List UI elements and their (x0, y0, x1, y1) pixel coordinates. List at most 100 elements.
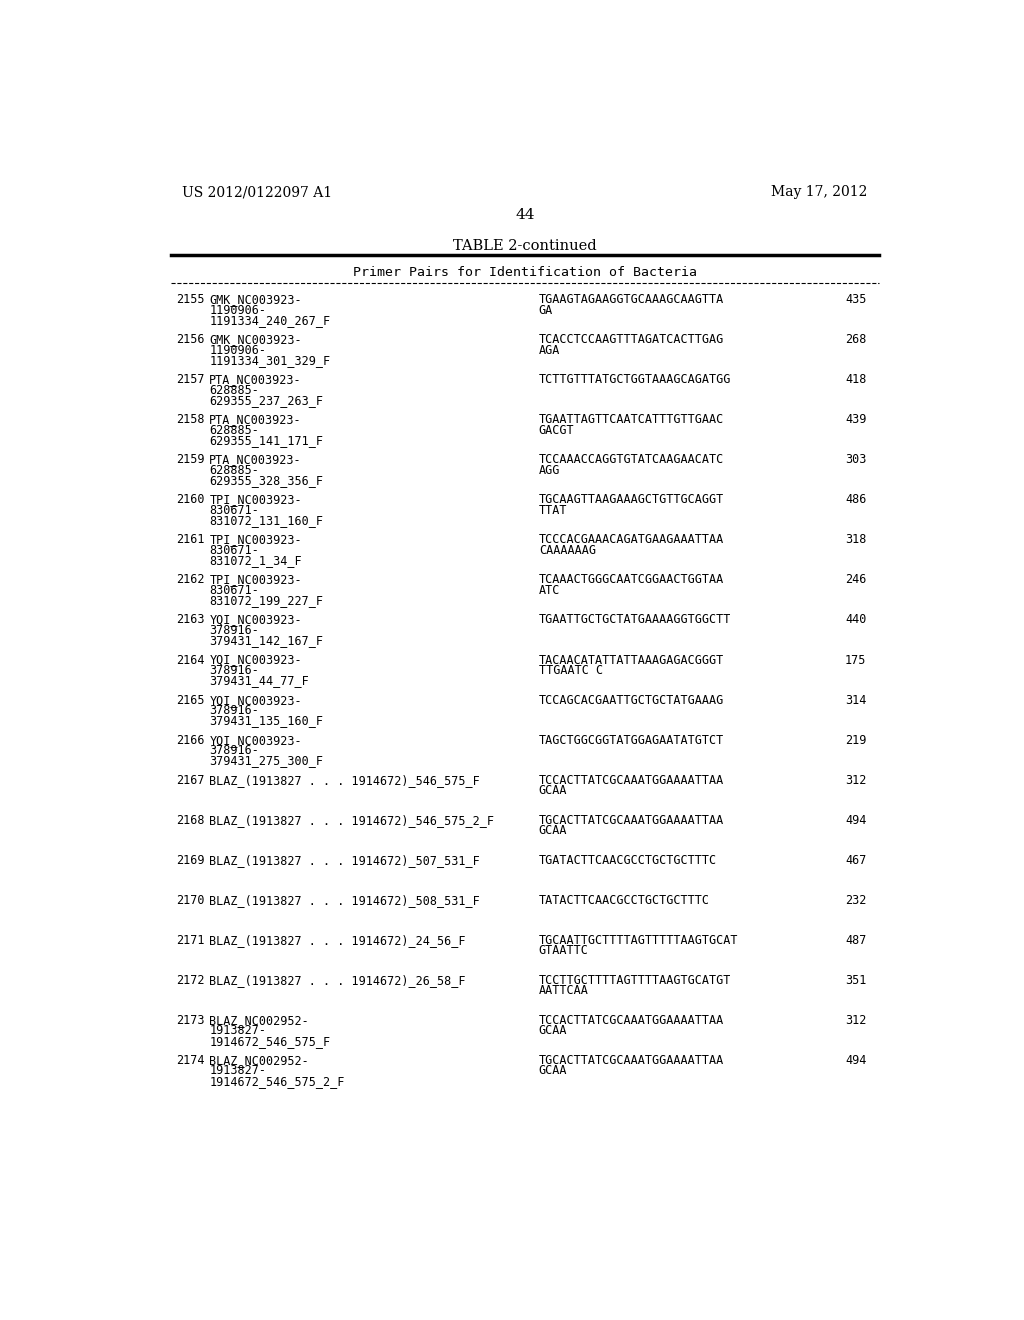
Text: 1191334_301_329_F: 1191334_301_329_F (209, 354, 331, 367)
Text: TCCACTTATCGCAAATGGAAAATTAA: TCCACTTATCGCAAATGGAAAATTAA (539, 774, 724, 787)
Text: 831072_1_34_F: 831072_1_34_F (209, 554, 302, 568)
Text: 2163: 2163 (176, 614, 205, 627)
Text: BLAZ_NC002952-: BLAZ_NC002952- (209, 1053, 309, 1067)
Text: 2164: 2164 (176, 653, 205, 667)
Text: TCCAGCACGAATTGCTGCTATGAAAG: TCCAGCACGAATTGCTGCTATGAAAG (539, 693, 724, 706)
Text: TACAACATATTATTAAAGAGACGGGT: TACAACATATTATTAAAGAGACGGGT (539, 653, 724, 667)
Text: PTA_NC003923-: PTA_NC003923- (209, 413, 302, 426)
Text: 1190906-: 1190906- (209, 343, 266, 356)
Text: BLAZ_(1913827 . . . 1914672)_508_531_F: BLAZ_(1913827 . . . 1914672)_508_531_F (209, 894, 480, 907)
Text: 378916-: 378916- (209, 624, 259, 636)
Text: 486: 486 (845, 494, 866, 507)
Text: TGAAGTAGAAGGTGCAAAGCAAGTTA: TGAAGTAGAAGGTGCAAAGCAAGTTA (539, 293, 724, 306)
Text: YQI_NC003923-: YQI_NC003923- (209, 614, 302, 627)
Text: 830671-: 830671- (209, 583, 259, 597)
Text: BLAZ_(1913827 . . . 1914672)_546_575_F: BLAZ_(1913827 . . . 1914672)_546_575_F (209, 774, 480, 787)
Text: 314: 314 (845, 693, 866, 706)
Text: GCAA: GCAA (539, 1064, 567, 1077)
Text: 2166: 2166 (176, 734, 205, 747)
Text: YQI_NC003923-: YQI_NC003923- (209, 653, 302, 667)
Text: GA: GA (539, 304, 553, 317)
Text: TATACTTCAACGCCTGCTGCTTTC: TATACTTCAACGCCTGCTGCTTTC (539, 894, 710, 907)
Text: May 17, 2012: May 17, 2012 (771, 185, 867, 199)
Text: BLAZ_(1913827 . . . 1914672)_507_531_F: BLAZ_(1913827 . . . 1914672)_507_531_F (209, 854, 480, 867)
Text: GMK_NC003923-: GMK_NC003923- (209, 293, 302, 306)
Text: 219: 219 (845, 734, 866, 747)
Text: 467: 467 (845, 854, 866, 867)
Text: 378916-: 378916- (209, 744, 259, 756)
Text: 487: 487 (845, 933, 866, 946)
Text: TGATACTTCAACGCCTGCTGCTTTC: TGATACTTCAACGCCTGCTGCTTTC (539, 854, 717, 867)
Text: 494: 494 (845, 813, 866, 826)
Text: 830671-: 830671- (209, 504, 259, 516)
Text: TGCACTTATCGCAAATGGAAAATTAA: TGCACTTATCGCAAATGGAAAATTAA (539, 813, 724, 826)
Text: 1914672_546_575_F: 1914672_546_575_F (209, 1035, 331, 1048)
Text: 831072_199_227_F: 831072_199_227_F (209, 594, 324, 607)
Text: 2168: 2168 (176, 813, 205, 826)
Text: BLAZ_(1913827 . . . 1914672)_24_56_F: BLAZ_(1913827 . . . 1914672)_24_56_F (209, 933, 466, 946)
Text: 379431_142_167_F: 379431_142_167_F (209, 635, 324, 647)
Text: 312: 312 (845, 774, 866, 787)
Text: TTGAATC C: TTGAATC C (539, 664, 603, 677)
Text: 1913827-: 1913827- (209, 1064, 266, 1077)
Text: TTAT: TTAT (539, 504, 567, 516)
Text: YQI_NC003923-: YQI_NC003923- (209, 734, 302, 747)
Text: 2173: 2173 (176, 1014, 205, 1027)
Text: 2158: 2158 (176, 413, 205, 426)
Text: 2174: 2174 (176, 1053, 205, 1067)
Text: Primer Pairs for Identification of Bacteria: Primer Pairs for Identification of Bacte… (353, 267, 696, 280)
Text: 2172: 2172 (176, 974, 205, 987)
Text: 629355_141_171_F: 629355_141_171_F (209, 434, 324, 447)
Text: 830671-: 830671- (209, 544, 259, 557)
Text: 628885-: 628885- (209, 463, 259, 477)
Text: TGCAAGTTAAGAAAGCTGTTGCAGGT: TGCAAGTTAAGAAAGCTGTTGCAGGT (539, 494, 724, 507)
Text: US 2012/0122097 A1: US 2012/0122097 A1 (182, 185, 333, 199)
Text: 628885-: 628885- (209, 384, 259, 396)
Text: BLAZ_(1913827 . . . 1914672)_26_58_F: BLAZ_(1913827 . . . 1914672)_26_58_F (209, 974, 466, 987)
Text: TCACCTCCAAGTTTAGATCACTTGAG: TCACCTCCAAGTTTAGATCACTTGAG (539, 333, 724, 346)
Text: 379431_135_160_F: 379431_135_160_F (209, 714, 324, 727)
Text: GCAA: GCAA (539, 784, 567, 797)
Text: 303: 303 (845, 453, 866, 466)
Text: 351: 351 (845, 974, 866, 987)
Text: GCAA: GCAA (539, 1024, 567, 1038)
Text: 2167: 2167 (176, 774, 205, 787)
Text: TAGCTGGCGGTATGGAGAATATGTCT: TAGCTGGCGGTATGGAGAATATGTCT (539, 734, 724, 747)
Text: 831072_131_160_F: 831072_131_160_F (209, 515, 324, 527)
Text: TCCCACGAAACAGATGAAGAAATTAA: TCCCACGAAACAGATGAAGAAATTAA (539, 533, 724, 546)
Text: CAAAAAAG: CAAAAAAG (539, 544, 596, 557)
Text: 2162: 2162 (176, 573, 205, 586)
Text: 378916-: 378916- (209, 704, 259, 717)
Text: ATC: ATC (539, 583, 560, 597)
Text: 2155: 2155 (176, 293, 205, 306)
Text: 268: 268 (845, 333, 866, 346)
Text: GCAA: GCAA (539, 824, 567, 837)
Text: PTA_NC003923-: PTA_NC003923- (209, 453, 302, 466)
Text: 418: 418 (845, 374, 866, 387)
Text: TCCTTGCTTTTAGTTTTAAGTGCATGT: TCCTTGCTTTTAGTTTTAAGTGCATGT (539, 974, 731, 987)
Text: GMK_NC003923-: GMK_NC003923- (209, 333, 302, 346)
Text: 232: 232 (845, 894, 866, 907)
Text: 2170: 2170 (176, 894, 205, 907)
Text: TCCACTTATCGCAAATGGAAAATTAA: TCCACTTATCGCAAATGGAAAATTAA (539, 1014, 724, 1027)
Text: GTAATTC: GTAATTC (539, 944, 589, 957)
Text: 439: 439 (845, 413, 866, 426)
Text: 312: 312 (845, 1014, 866, 1027)
Text: 44: 44 (515, 209, 535, 223)
Text: 629355_328_356_F: 629355_328_356_F (209, 474, 324, 487)
Text: 629355_237_263_F: 629355_237_263_F (209, 395, 324, 407)
Text: TGCAATTGCTTTTAGTTTTTAAGTGCAT: TGCAATTGCTTTTAGTTTTTAAGTGCAT (539, 933, 738, 946)
Text: 378916-: 378916- (209, 664, 259, 677)
Text: AATTCAA: AATTCAA (539, 985, 589, 997)
Text: 2157: 2157 (176, 374, 205, 387)
Text: 379431_275_300_F: 379431_275_300_F (209, 755, 324, 767)
Text: TCAAACTGGGCAATCGGAACTGGTAA: TCAAACTGGGCAATCGGAACTGGTAA (539, 573, 724, 586)
Text: 379431_44_77_F: 379431_44_77_F (209, 675, 309, 688)
Text: PTA_NC003923-: PTA_NC003923- (209, 374, 302, 387)
Text: TGAATTGCTGCTATGAAAAGGTGGCTT: TGAATTGCTGCTATGAAAAGGTGGCTT (539, 614, 731, 627)
Text: 318: 318 (845, 533, 866, 546)
Text: 1913827-: 1913827- (209, 1024, 266, 1038)
Text: 440: 440 (845, 614, 866, 627)
Text: 2161: 2161 (176, 533, 205, 546)
Text: 175: 175 (845, 653, 866, 667)
